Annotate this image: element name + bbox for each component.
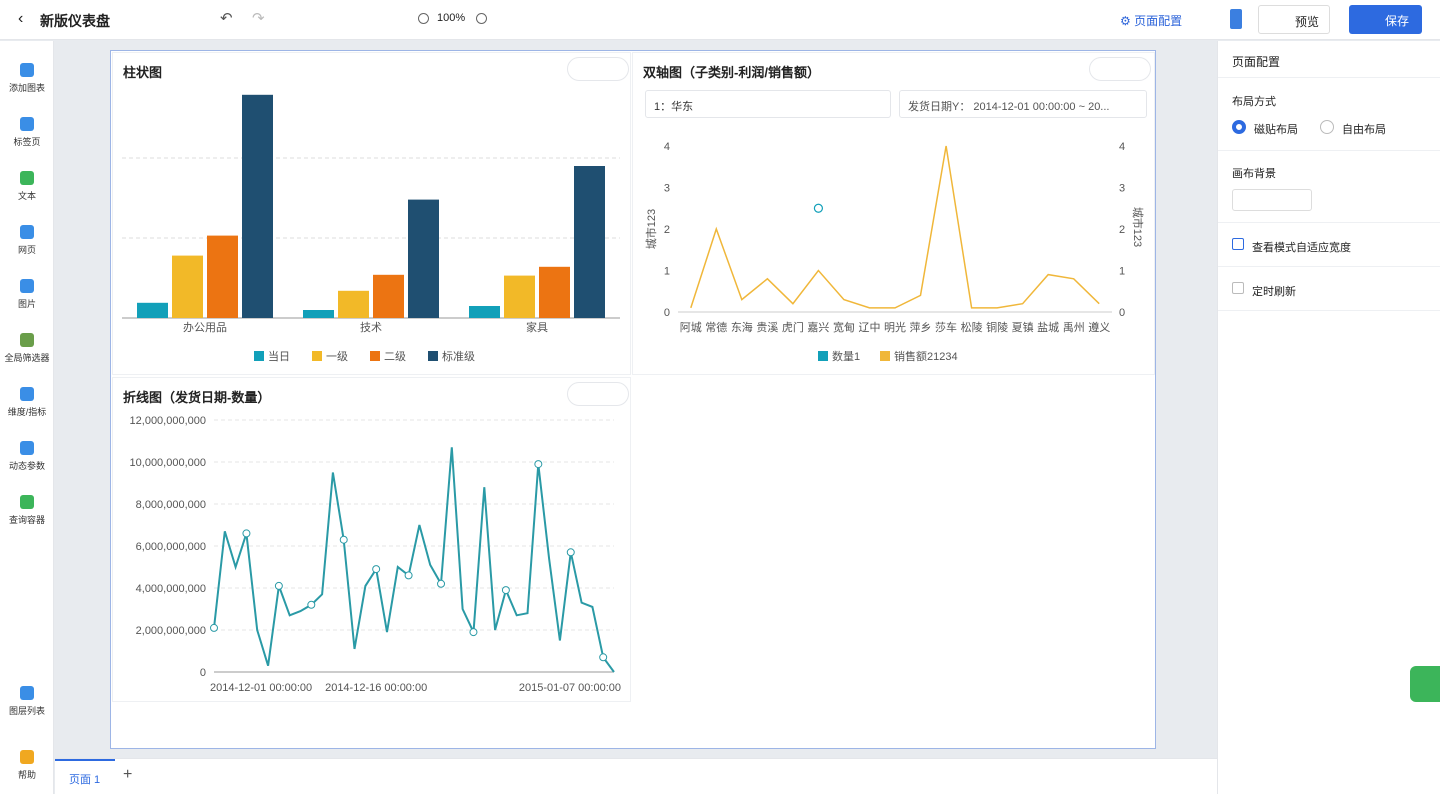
icon	[20, 333, 34, 347]
sidebar: 添加图表标签页文本网页图片全局筛选器维度/指标动态参数查询容器图层列表帮助	[0, 41, 54, 794]
radio[interactable]	[1320, 120, 1334, 134]
section: 画布背景	[1218, 151, 1440, 223]
page-config[interactable]: ⚙ 页面配置	[1120, 14, 1183, 28]
sidebar-item[interactable]: 图层列表	[0, 686, 54, 717]
sidebar-item[interactable]: 维度/指标	[0, 387, 54, 418]
sidebar-item[interactable]: 动态参数	[0, 441, 54, 472]
label: 查询容器	[8, 515, 45, 525]
mobile-icon[interactable]	[1230, 9, 1242, 29]
icon	[20, 225, 34, 239]
panel-title: 柱状图	[123, 65, 163, 80]
save-button[interactable]: 保存	[1349, 5, 1422, 34]
section: 布局方式 磁贴布局 自由布局	[1218, 78, 1440, 151]
option[interactable]: 自由布局	[1342, 124, 1386, 136]
sidebar-item[interactable]: 帮助	[0, 750, 54, 781]
dual-panel: 双轴图（子类别-利润/销售额） 1：华东 发货日期Y： 2014-12-01 0…	[632, 52, 1155, 375]
config-panel: 页面配置 布局方式 磁贴布局 自由布局 画布背景 查看模式自适应宽度 定时刷新	[1217, 41, 1440, 794]
bar-panel: 柱状图	[112, 52, 631, 375]
icon	[20, 279, 34, 293]
page-config-label: 页面配置	[1134, 14, 1183, 28]
icon	[20, 171, 34, 185]
panel-title: 双轴图（子类别-利润/销售额）	[643, 65, 820, 80]
option[interactable]: 定时刷新	[1252, 286, 1296, 298]
back[interactable]: ‹	[18, 10, 24, 27]
sidebar-item[interactable]: 标签页	[0, 117, 54, 148]
label: 布局方式	[1232, 96, 1276, 108]
label: 网页	[17, 245, 36, 255]
label: 图片	[17, 299, 36, 309]
zoom-in[interactable]	[476, 13, 487, 24]
page-tab[interactable]: 页面 1	[55, 759, 115, 794]
icon	[20, 495, 34, 509]
panel-tools[interactable]	[567, 57, 629, 81]
panel-title: 折线图（发货日期-数量）	[123, 390, 271, 405]
sidebar-item[interactable]: 文本	[0, 171, 54, 202]
label: 维度/指标	[7, 407, 47, 417]
color-picker[interactable]	[1232, 189, 1312, 211]
tab-bar: 页面 1 +	[55, 758, 1217, 794]
canvas: 柱状图 双轴图（子类别-利润/销售额） 1：华东 发货日期Y： 2014-12-…	[110, 50, 1156, 749]
top-bar: ‹ 新版仪表盘 ↶ ↷ 100% ⚙ 页面配置 预览 保存	[0, 0, 1440, 40]
support-button[interactable]	[1410, 666, 1440, 702]
panel-title: 页面配置	[1232, 55, 1281, 69]
sidebar-item[interactable]: 全局筛选器	[0, 333, 54, 364]
icon	[20, 686, 34, 700]
checkbox[interactable]	[1232, 282, 1244, 294]
radio[interactable]	[1232, 120, 1246, 134]
region-filter[interactable]: 1：华东	[645, 90, 891, 118]
label: 动态参数	[8, 461, 45, 471]
add-tab[interactable]: +	[123, 766, 133, 783]
icon	[20, 441, 34, 455]
icon	[20, 750, 34, 764]
sidebar-item[interactable]: 查询容器	[0, 495, 54, 526]
section: 定时刷新	[1218, 267, 1440, 311]
label: 标签页	[13, 137, 41, 147]
panel-tools[interactable]	[1089, 57, 1151, 81]
section: 查看模式自适应宽度	[1218, 223, 1440, 267]
redo[interactable]: ↷	[252, 10, 265, 27]
panel-tools[interactable]	[567, 382, 629, 406]
option[interactable]: 磁贴布局	[1254, 124, 1298, 136]
label: 文本	[17, 191, 36, 201]
zoom-out[interactable]	[418, 13, 429, 24]
label: 全局筛选器	[4, 353, 50, 363]
icon	[20, 387, 34, 401]
undo[interactable]: ↶	[220, 10, 233, 27]
line-panel: 折线图（发货日期-数量）	[112, 377, 631, 702]
label: 帮助	[17, 770, 36, 780]
dashboard-title[interactable]: 新版仪表盘	[40, 13, 110, 29]
sidebar-item[interactable]: 添加图表	[0, 63, 54, 94]
section: 页面配置	[1218, 41, 1440, 78]
label: 图层列表	[8, 706, 45, 716]
option[interactable]: 查看模式自适应宽度	[1252, 242, 1351, 254]
date-filter[interactable]: 发货日期Y： 2014-12-01 00:00:00 ~ 20...	[899, 90, 1147, 118]
preview-button[interactable]: 预览	[1258, 5, 1330, 34]
label: 添加图表	[8, 83, 45, 93]
sidebar-item[interactable]: 网页	[0, 225, 54, 256]
zoom-level: 100%	[437, 12, 466, 24]
label: 画布背景	[1232, 168, 1276, 180]
icon	[20, 63, 34, 77]
sidebar-item[interactable]: 图片	[0, 279, 54, 310]
icon	[20, 117, 34, 131]
checkbox[interactable]	[1232, 238, 1244, 250]
